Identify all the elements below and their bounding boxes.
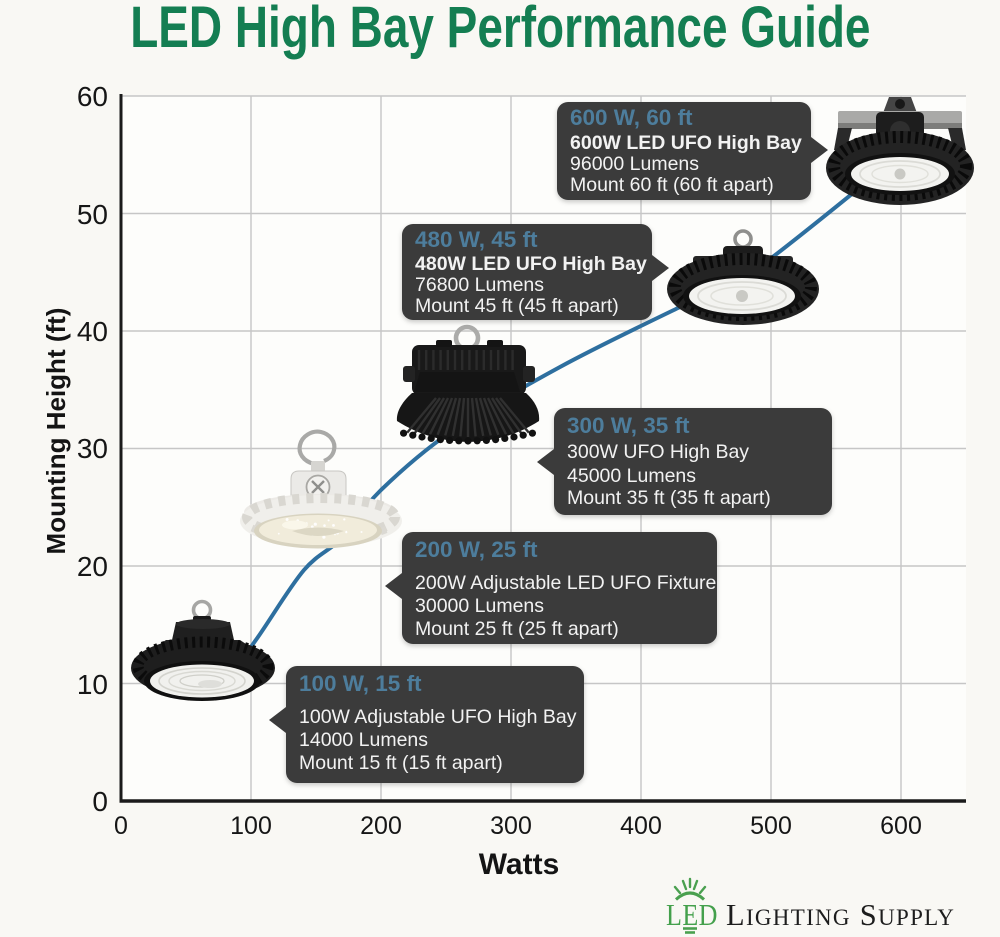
svg-text:500: 500: [750, 812, 792, 840]
svg-text:600: 600: [880, 812, 922, 840]
svg-text:10: 10: [77, 669, 108, 700]
svg-text:60: 60: [77, 81, 108, 112]
svg-text:0: 0: [92, 786, 108, 817]
svg-text:300: 300: [490, 812, 532, 840]
svg-text:400: 400: [620, 812, 662, 840]
svg-text:200: 200: [360, 812, 402, 840]
svg-text:40: 40: [77, 316, 108, 347]
svg-text:100: 100: [230, 812, 272, 840]
svg-text:Watts: Watts: [479, 848, 560, 881]
svg-text:0: 0: [114, 812, 128, 840]
svg-text:30: 30: [77, 433, 108, 464]
svg-text:20: 20: [77, 551, 108, 582]
svg-text:50: 50: [77, 199, 108, 230]
svg-text:Mounting Height (ft): Mounting Height (ft): [41, 308, 71, 555]
